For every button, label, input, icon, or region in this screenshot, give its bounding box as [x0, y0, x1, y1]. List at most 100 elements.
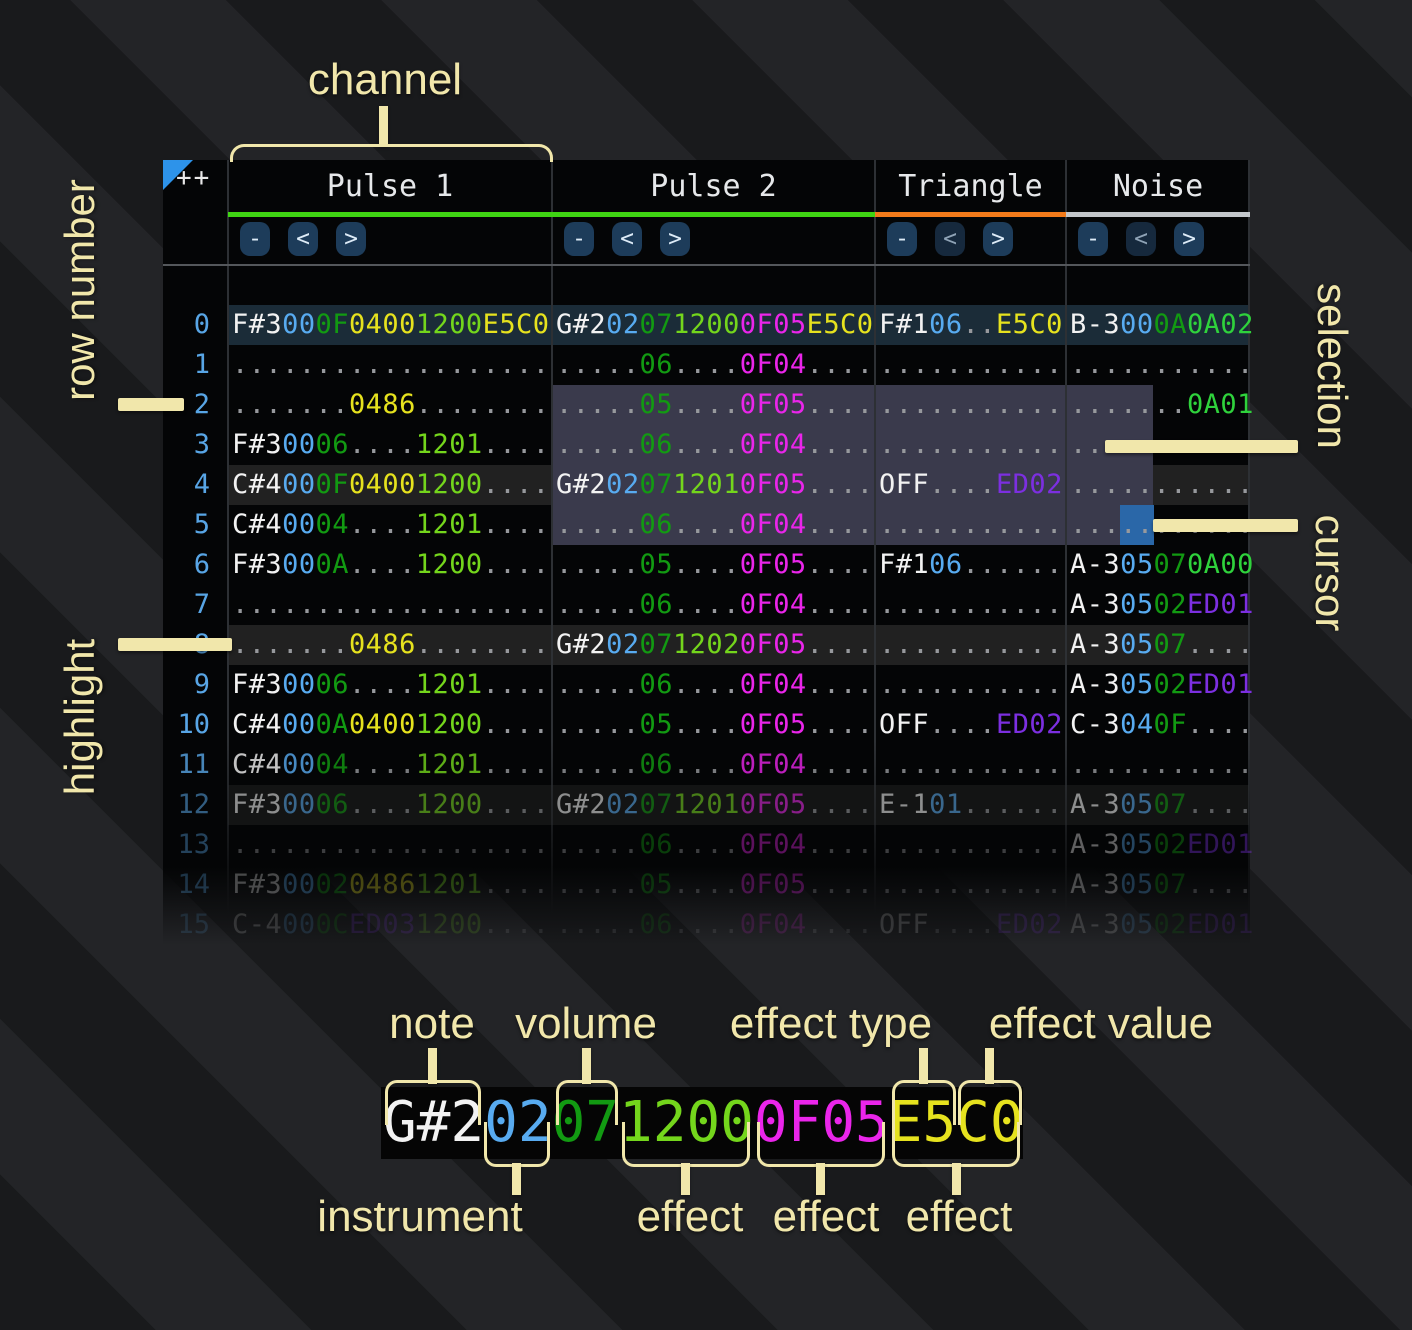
pattern-cell[interactable]: .....06....0F04....	[556, 829, 874, 860]
channel-button-minus[interactable]: -	[240, 222, 270, 256]
pattern-cell[interactable]: .....06....0F04....	[556, 749, 874, 780]
pattern-cell[interactable]: F#106......	[879, 549, 1063, 580]
pattern-cell[interactable]: .....06....0F04....	[556, 589, 874, 620]
measure-highlight-row	[228, 305, 1249, 345]
pattern-cell[interactable]: F#3000F04001200E5C0	[232, 309, 550, 340]
header-separator	[163, 264, 1250, 266]
channel-button-right[interactable]: >	[1174, 222, 1204, 256]
pattern-row: 14 F#3000204861201.... .....05....0F05....…	[163, 865, 1254, 905]
pattern-cell[interactable]: .....06....0F04....	[556, 669, 874, 700]
pattern-cell[interactable]: .....06....0F04....	[556, 509, 874, 540]
channel-button-left[interactable]: <	[288, 222, 318, 256]
pattern-cell[interactable]: F#30006....1201....	[232, 669, 550, 700]
pattern-cell[interactable]: A-30502ED01	[1070, 669, 1254, 700]
pattern-cell[interactable]: ...................	[232, 349, 550, 380]
pattern-cell[interactable]: ...........	[879, 509, 1063, 540]
channel-button-minus[interactable]: -	[887, 222, 917, 256]
pattern-cell[interactable]: A-30507....	[1070, 869, 1254, 900]
pattern-cell[interactable]: C#40004....1201....	[232, 509, 550, 540]
channel-button-right[interactable]: >	[660, 222, 690, 256]
row-number: 5	[193, 509, 210, 540]
channel-buttons: - < >	[887, 222, 1013, 256]
pattern-cell[interactable]: C#40004....1201....	[232, 749, 550, 780]
pattern-cell[interactable]: C#4000A04001200....	[232, 709, 550, 740]
pattern-cell[interactable]: C-4000CED031200....	[232, 909, 550, 940]
pattern-cell[interactable]: F#3000A....1200....	[232, 549, 550, 580]
column-divider	[1248, 160, 1250, 945]
effect-annotation-label: effect	[905, 1192, 1013, 1241]
pattern-cell[interactable]: ...........	[879, 829, 1063, 860]
pattern-cell[interactable]: G#2020712010F05....	[556, 789, 874, 820]
pattern-cell[interactable]: E-101......	[879, 789, 1063, 820]
pattern-cell[interactable]: OFF....ED02	[879, 709, 1063, 740]
pattern-cell[interactable]: F#106..E5C0	[879, 309, 1063, 340]
channel-buttons: - < >	[564, 222, 690, 256]
pattern-cell[interactable]: OFF....ED02	[879, 469, 1063, 500]
pattern-cell[interactable]: A-30502ED01	[1070, 589, 1254, 620]
row-number: 6	[193, 549, 210, 580]
pattern-cell[interactable]: G#2020712000F05E5C0	[556, 309, 874, 340]
pattern-cell[interactable]: ...........	[1070, 469, 1254, 500]
selection-callout-line	[1105, 440, 1298, 453]
pattern-cell[interactable]: ...........	[879, 669, 1063, 700]
pattern-cell[interactable]: .......0486........	[232, 389, 550, 420]
pattern-cell[interactable]: OFF....ED02	[879, 909, 1063, 940]
channel-button-right[interactable]: >	[336, 222, 366, 256]
pattern-cell[interactable]: ...........	[879, 589, 1063, 620]
pattern-cell[interactable]: .......0486........	[232, 629, 550, 660]
volume-stem	[582, 1048, 591, 1084]
channel-button-left[interactable]: <	[612, 222, 642, 256]
pattern-cell[interactable]: .....05....0F05....	[556, 709, 874, 740]
selection-overlay	[552, 385, 1066, 545]
pattern-cell[interactable]: .....05....0F05....	[556, 869, 874, 900]
pattern-cell[interactable]: A-30502ED01	[1070, 829, 1254, 860]
pattern-cell[interactable]: .....05....0F05....	[556, 549, 874, 580]
row-number: 7	[193, 589, 210, 620]
pattern-cell[interactable]: F#30006....1201....	[232, 429, 550, 460]
add-column-control[interactable]: ++	[176, 163, 212, 193]
channel-button-right[interactable]: >	[983, 222, 1013, 256]
pattern-cell[interactable]: C#4000F04001200....	[232, 469, 550, 500]
pattern-cell[interactable]: G#2020712010F05....	[556, 469, 874, 500]
pattern-cell[interactable]: ...........	[879, 869, 1063, 900]
pattern-cell[interactable]: ...........	[879, 349, 1063, 380]
channel-annotation-bracket	[230, 144, 553, 162]
pattern-cell[interactable]: A-30507....	[1070, 789, 1254, 820]
channel-header-pulse-1: Pulse 1	[326, 169, 454, 204]
effect-annotation-label: effect	[636, 1192, 744, 1241]
pattern-cell[interactable]: ...........	[879, 389, 1063, 420]
pattern-cell[interactable]: ...........	[879, 629, 1063, 660]
instrument-stem	[512, 1163, 521, 1195]
pattern-cell[interactable]: F#3000204861201....	[232, 869, 550, 900]
pattern-cell[interactable]: .....06....0F04....	[556, 349, 874, 380]
pattern-cell[interactable]: ...........	[1070, 349, 1254, 380]
channel-underline	[228, 212, 552, 217]
channel-annotation-label: channel	[307, 55, 463, 104]
channel-button-left[interactable]: <	[935, 222, 965, 256]
pattern-cell[interactable]: C-3040F....	[1070, 709, 1254, 740]
row-number: 1	[193, 349, 210, 380]
pattern-cell[interactable]: ...........	[879, 749, 1063, 780]
selection-annotation-label: selection	[1309, 283, 1356, 449]
pattern-cell[interactable]: .....06....0F04....	[556, 909, 874, 940]
effect-value-bracket	[958, 1080, 1022, 1125]
pattern-cell[interactable]: B-3000A0A02	[1070, 309, 1254, 340]
pattern-row: 3 F#30006....1201.... .....06....0F04.....…	[163, 425, 1254, 465]
pattern-cell[interactable]: G#2020712020F05....	[556, 629, 874, 660]
pattern-cell[interactable]: ...................	[232, 589, 550, 620]
pattern-cell[interactable]: A-305070A00	[1070, 549, 1254, 580]
corner-marker-icon	[163, 160, 193, 190]
pattern-cell[interactable]: .....05....0F05....	[556, 389, 874, 420]
pattern-cell[interactable]: .......0A01	[1070, 389, 1254, 420]
pattern-row: 0 F#3000F04001200E5C0 G#2020712000F05E5C0 F…	[163, 305, 1254, 345]
pattern-cell[interactable]: A-30502ED01	[1070, 909, 1254, 940]
pattern-cell[interactable]: A-30507....	[1070, 629, 1254, 660]
pattern-cell[interactable]: F#30006....1200....	[232, 789, 550, 820]
channel-button-minus[interactable]: -	[564, 222, 594, 256]
pattern-cell[interactable]: ...........	[1070, 749, 1254, 780]
channel-button-minus[interactable]: -	[1078, 222, 1108, 256]
pattern-cell[interactable]: ...................	[232, 829, 550, 860]
pattern-cell[interactable]: ...........	[879, 429, 1063, 460]
channel-button-left[interactable]: <	[1126, 222, 1156, 256]
pattern-cell[interactable]: .....06....0F04....	[556, 429, 874, 460]
